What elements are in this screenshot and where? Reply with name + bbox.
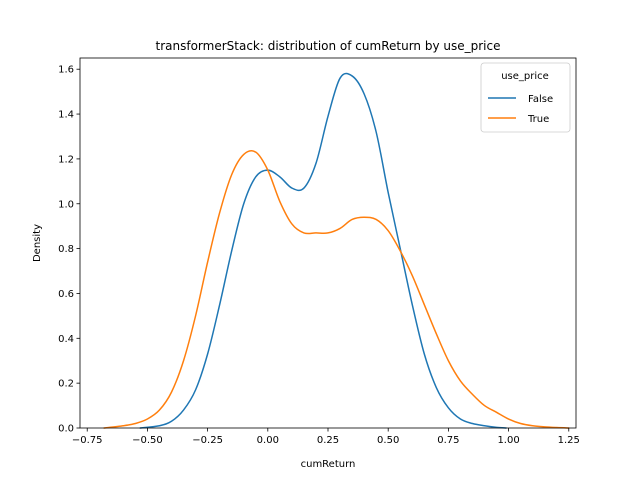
y-tick-label: 1.4 <box>58 110 74 121</box>
y-tick-label: 1.6 <box>58 65 74 76</box>
legend-label: True <box>527 114 549 125</box>
x-tick-label: 0.50 <box>377 435 399 446</box>
legend-label: False <box>528 94 553 105</box>
y-axis: 0.0 0.2 0.4 0.6 0.8 1.0 1.2 1.4 1.6 <box>58 65 80 435</box>
legend-title: use_price <box>501 71 549 82</box>
legend-box <box>480 62 571 133</box>
y-tick-label: 0.2 <box>58 379 74 390</box>
series-line-true <box>103 150 570 429</box>
y-tick-label: 1.0 <box>58 199 74 210</box>
x-tick-label: −0.25 <box>192 435 223 446</box>
x-tick-label: 0.00 <box>257 435 279 446</box>
y-tick-label: 0.0 <box>58 424 74 435</box>
plot-area <box>103 72 570 429</box>
x-axis: −0.75 −0.50 −0.25 0.00 0.25 0.50 0.75 1.00 1.25 <box>72 428 580 446</box>
x-tick-label: 0.25 <box>317 435 339 446</box>
y-tick-label: 1.2 <box>58 154 74 165</box>
x-axis-label: cumReturn <box>301 459 356 470</box>
y-tick-label: 0.8 <box>58 244 74 255</box>
x-tick-label: 0.75 <box>437 435 459 446</box>
x-tick-label: 1.00 <box>497 435 519 446</box>
y-tick-label: 0.6 <box>58 289 74 300</box>
x-tick-label: −0.50 <box>132 435 163 446</box>
series-line-false <box>139 72 507 429</box>
y-axis-label: Density <box>32 224 43 262</box>
y-tick-label: 0.4 <box>58 334 74 345</box>
chart-title: transformerStack: distribution of cumRet… <box>156 39 501 53</box>
legend: use_price False True <box>480 62 571 133</box>
x-tick-label: 1.25 <box>558 435 580 446</box>
x-tick-label: −0.75 <box>72 435 103 446</box>
